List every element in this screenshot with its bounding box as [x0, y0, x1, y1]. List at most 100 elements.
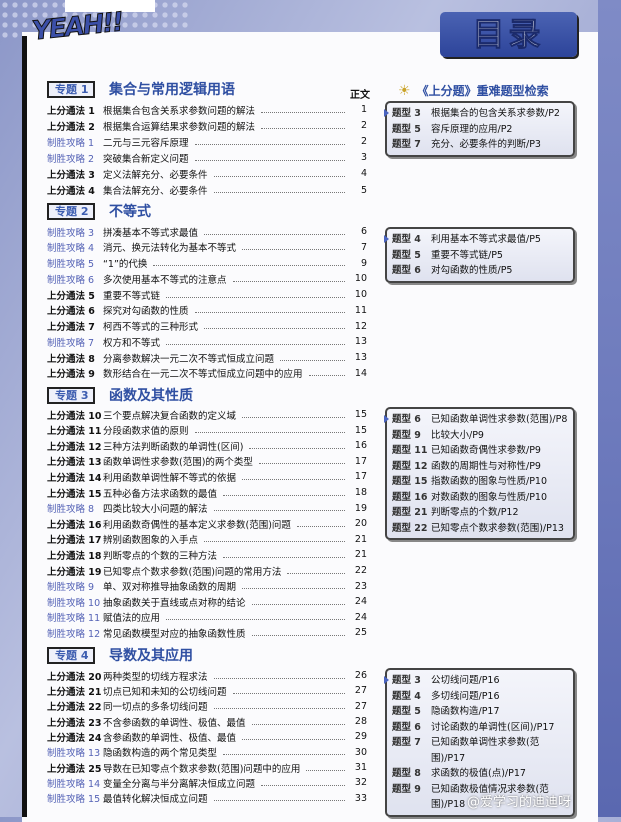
toc-entry[interactable]: 制胜攻略 4 消元、换元法转化为基本不等式 7	[47, 240, 367, 255]
toc-entry[interactable]: 制胜攻略 10 抽象函数关于直线或点对称的结论 24	[47, 594, 367, 609]
entry-page: 28	[354, 716, 367, 728]
dot-leader	[251, 719, 345, 725]
index-entry[interactable]: 题型 9 已知函数极值情况求参数(范围)/P18	[387, 782, 573, 813]
toc-entry[interactable]: 上分通法 9 数形结合在一元二次不等式恒成立问题中的应用 14	[47, 366, 367, 381]
index-text: 公切线问题/P16	[431, 675, 500, 686]
entry-title: 辨别函数图象的入手点	[103, 535, 199, 547]
toc-entry[interactable]: 制胜攻略 9 单、双对称推导抽象函数的周期 23	[47, 579, 367, 594]
toc-entry[interactable]: 制胜攻略 14 变量全分离与半分离解决恒成立问题 32	[47, 775, 367, 790]
toc-entry[interactable]: 制胜攻略 3 拼凑基本不等式求最值 6	[47, 224, 367, 239]
entry-title: 常见函数模型对应的抽象函数性质	[103, 628, 246, 640]
toc-entry[interactable]: 上分通法 1 根据集合包含关系求参数问题的解法 1	[47, 102, 367, 117]
index-label: 题型 3	[392, 108, 421, 119]
dot-leader	[213, 673, 345, 679]
entry-title: 五种必备方法求函数的最值	[103, 488, 218, 500]
toc-entry[interactable]: 上分通法 4 集合法解充分、必要条件 5	[47, 183, 367, 198]
toc-entry[interactable]: 上分通法 21 切点已知和未知的公切线问题 27	[47, 683, 367, 698]
index-entry[interactable]: 题型 6 已知函数单调性求参数(范围)/P8	[387, 412, 573, 428]
index-entry[interactable]: 题型 11 已知函数奇偶性求参数/P9	[387, 443, 573, 459]
index-entry[interactable]: 题型 4 利用基本不等式求最值/P5	[387, 232, 573, 248]
index-entry[interactable]: 题型 3 根据集合的包含关系求参数/P2	[387, 106, 573, 122]
toc-entry[interactable]: 上分通法 17 辨别函数图象的入手点 21	[47, 532, 367, 547]
dot-leader	[242, 583, 345, 590]
toc-entry[interactable]: 上分通法 6 探究对勾函数的性质 11	[47, 303, 367, 318]
entry-page: 26	[354, 670, 367, 681]
index-entry[interactable]: 题型 8 求函数的极值(点)/P17	[387, 766, 573, 782]
toc-entry[interactable]: 制胜攻略 11 赋值法的应用 24	[47, 610, 367, 625]
toc-entry[interactable]: 上分通法 14 利用函数单调性解不等式的依据 17	[47, 469, 367, 484]
index-entry[interactable]: 题型 21 判断零点的个数/P12	[387, 505, 573, 521]
entry-title: 拼凑基本不等式求最值	[103, 227, 199, 239]
entry-page: 15	[354, 424, 367, 436]
index-box: 题型 6 已知函数单调性求参数(范围)/P8 题型 9 比较大小/P9 题型 11 已知函…	[384, 407, 575, 540]
dot-leader	[166, 292, 345, 298]
toc-entry[interactable]: 上分通法 12 三种方法判断函数的单调性(区间) 16	[47, 438, 367, 453]
index-entry[interactable]: 题型 15 指数函数的图象与性质/P10	[387, 474, 573, 490]
index-entry[interactable]: 题型 5 容斥原理的应用/P2	[387, 122, 573, 138]
entry-title: 已知零点个数求参数(范围)问题的常用方法	[103, 566, 282, 578]
index-entry[interactable]: 题型 7 已知函数单调性求参数(范围)/P17	[387, 735, 573, 766]
entry-page: 19	[354, 502, 367, 514]
index-label: 题型 15	[392, 476, 428, 487]
toc-entry[interactable]: 上分通法 8 分离参数解决一元二次不等式恒成立问题 13	[47, 350, 367, 365]
toc-entry[interactable]: 上分通法 11 分段函数求值的原则 15	[47, 423, 367, 438]
entry-label: 上分通法 11	[47, 426, 102, 438]
index-label: 题型 5	[392, 706, 421, 717]
index-text: 讨论函数的单调性(区间)/P17	[431, 721, 555, 733]
index-text: 指数函数的图象与性质/P10	[431, 476, 548, 487]
entry-title: 切点已知和未知的公切线问题	[103, 686, 227, 698]
entry-page: 6	[360, 226, 367, 237]
toc-entry[interactable]: 上分通法 15 五种必备方法求函数的最值 18	[47, 485, 367, 500]
dot-leader	[287, 568, 345, 574]
toc-entry[interactable]: 制胜攻略 12 常见函数模型对应的抽象函数性质 25	[47, 625, 367, 640]
toc-entry[interactable]: 制胜攻略 6 多次使用基本不等式的注意点 10	[47, 271, 367, 286]
index-entry[interactable]: 题型 16 对数函数的图象与性质/P10	[387, 490, 573, 506]
index-entry[interactable]: 题型 3 公切线问题/P16	[387, 673, 573, 689]
entry-label: 制胜攻略 9	[47, 582, 95, 594]
toc-entry[interactable]: 制胜攻略 2 突破集合新定义问题 3	[47, 150, 367, 165]
index-entry[interactable]: 题型 12 函数的周期性与对称性/P9	[387, 459, 573, 475]
toc-entry[interactable]: 上分通法 18 判断零点的个数的三种方法 21	[47, 547, 367, 562]
entry-page: 3	[360, 152, 367, 164]
index-entry[interactable]: 题型 6 讨论函数的单调性(区间)/P17	[387, 720, 573, 736]
toc-entry[interactable]: 上分通法 13 函数单调性求参数(范围)的两个类型 17	[47, 454, 367, 469]
toc-entry[interactable]: 制胜攻略 1 二元与三元容斥原理 2	[47, 134, 367, 149]
index-entry[interactable]: 题型 4 多切线问题/P16	[387, 689, 573, 705]
section-tag: 专题 1	[47, 80, 95, 98]
toc-entry[interactable]: 上分通法 7 柯西不等式的三种形式 12	[47, 319, 367, 334]
toc-entry[interactable]: 制胜攻略 15 最值转化解决恒成立问题 33	[47, 791, 367, 806]
index-label: 题型 6	[392, 414, 421, 425]
toc-entry[interactable]: 上分通法 23 不含参函数的单调性、极值、最值 28	[47, 714, 367, 729]
toc-entry[interactable]: 制胜攻略 7 权方和不等式 13	[47, 334, 367, 349]
dot-leader	[232, 688, 345, 694]
toc-entry[interactable]: 上分通法 10 三个要点解决复合函数的定义域 15	[47, 407, 367, 422]
entry-label: 制胜攻略 2	[47, 153, 95, 165]
index-text: 充分、必要条件的判断/P3	[431, 139, 541, 150]
index-entry[interactable]: 题型 5 隐函数构造/P17	[387, 704, 573, 720]
index-entry[interactable]: 题型 22 已知零点个数求参数(范围)/P13	[387, 521, 573, 537]
toc-entry[interactable]: 制胜攻略 13 隐函数构造的两个常见类型 30	[47, 745, 367, 760]
index-text: 已知函数单调性求参数(范围)/P17	[431, 737, 540, 764]
entry-title: 两种类型的切线方程求法	[103, 671, 208, 683]
toc-entry[interactable]: 制胜攻略 5 “1”的代换 9	[47, 256, 367, 271]
index-entry[interactable]: 题型 5 重要不等式链/P5	[387, 248, 573, 264]
index-entry[interactable]: 题型 6 对勾函数的性质/P5	[387, 263, 573, 279]
toc-entry[interactable]: 上分通法 22 同一切点的多条切线问题 27	[47, 699, 367, 714]
toc-entry[interactable]: 上分通法 16 利用函数奇偶性的基本定义求参数(范围)问题 20	[47, 516, 367, 531]
toc-entry[interactable]: 上分通法 24 含参函数的单调性、极值、最值 29	[47, 729, 367, 744]
toc-entry[interactable]: 上分通法 5 重要不等式链 10	[47, 287, 367, 302]
toc-entry[interactable]: 上分通法 25 导数在已知零点个数求参数(范围)问题中的应用 31	[47, 760, 367, 775]
toc-entry[interactable]: 上分通法 19 已知零点个数求参数(范围)问题的常用方法 22	[47, 563, 367, 578]
toc-entry[interactable]: 上分通法 2 根据集合运算结果求参数问题的解法 2	[47, 118, 367, 133]
toc-entry[interactable]: 上分通法 3 定义法解充分、必要条件 4	[47, 166, 367, 181]
index-label: 题型 7	[392, 737, 421, 748]
entry-title: 不含参函数的单调性、极值、最值	[103, 717, 246, 729]
entry-page: 10	[354, 289, 367, 300]
entry-title: “1”的代换	[103, 259, 148, 270]
toc-entry[interactable]: 制胜攻略 8 四类比较大小问题的解法 19	[47, 501, 367, 516]
toc-entry[interactable]: 上分通法 20 两种类型的切线方程求法 26	[47, 668, 367, 683]
index-entry[interactable]: 题型 7 充分、必要条件的判断/P3	[387, 137, 573, 153]
index-entry[interactable]: 题型 9 比较大小/P9	[387, 428, 573, 444]
entry-label: 上分通法 8	[47, 353, 95, 365]
entry-label: 上分通法 14	[47, 472, 102, 484]
